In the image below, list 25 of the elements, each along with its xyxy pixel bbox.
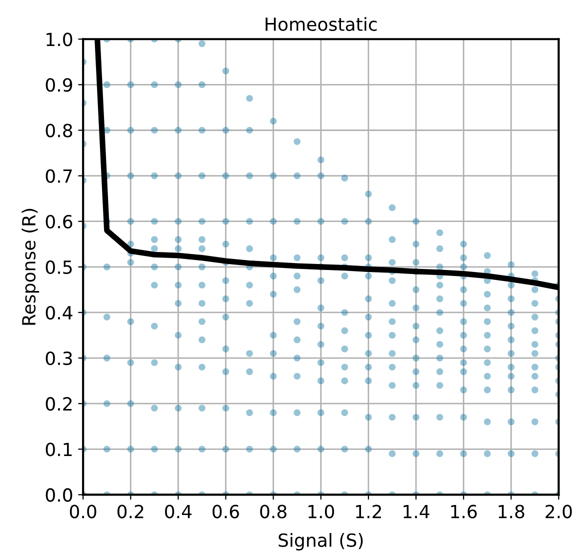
y-tick-label: 0.5 (46, 260, 72, 274)
y-tick-label: 0.3 (46, 352, 72, 366)
x-tick-label: 1.4 (404, 504, 430, 518)
y-axis-title: Response (R) (22, 208, 40, 325)
chart-title: Homeostatic (266, 17, 377, 32)
y-tick-label: 1.0 (46, 32, 72, 46)
x-axis-title: Signal (S) (278, 533, 363, 550)
y-tick-label: 0.2 (46, 397, 72, 411)
x-tick-label: 1.8 (498, 504, 524, 518)
x-tick-label: 0.2 (117, 504, 144, 518)
x-tick-label: 1.6 (451, 504, 477, 518)
x-tick-label: 0.6 (212, 504, 239, 518)
x-tick-label: 0.0 (70, 504, 96, 518)
y-tick-label: 0.6 (46, 214, 72, 228)
x-tick-label: 2.0 (546, 504, 572, 518)
x-tick-label: 0.8 (260, 504, 286, 518)
x-tick-label: 1.2 (356, 504, 381, 518)
y-tick-label: 0.7 (46, 169, 72, 183)
y-tick-label: 0.8 (46, 124, 72, 138)
y-tick-label: 0.1 (46, 442, 72, 456)
x-tick-label: 1.0 (308, 504, 334, 518)
y-tick-label: 0.0 (46, 488, 72, 502)
y-tick-label: 0.4 (46, 306, 72, 320)
x-tick-label: 0.4 (165, 504, 192, 518)
y-tick-label: 0.9 (46, 78, 72, 92)
